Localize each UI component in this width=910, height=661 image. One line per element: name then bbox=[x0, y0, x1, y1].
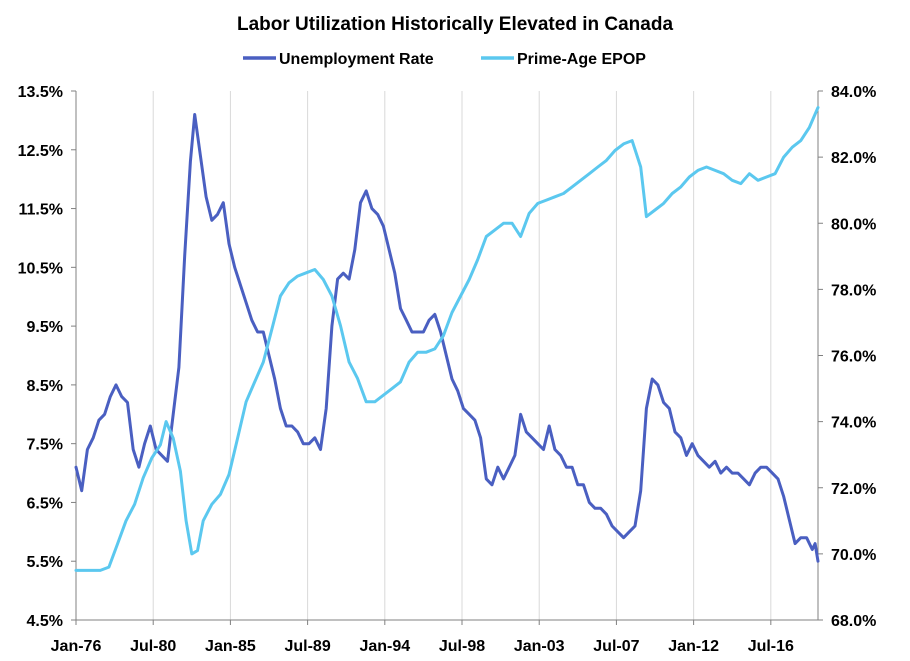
y-right-tick-label: 68.0% bbox=[831, 613, 876, 630]
y-right-tick-label: 84.0% bbox=[831, 84, 876, 101]
x-tick-label: Jul-07 bbox=[593, 638, 639, 655]
axes: Jan-76 Jul-80 Jan-85 Jul-89 Jan-94 Jul-98 Jan-… bbox=[18, 84, 877, 655]
series-line-unemployment-rate bbox=[74, 113, 820, 563]
series-line-prime-age-epop bbox=[74, 106, 820, 572]
x-tick-label: Jul-89 bbox=[284, 638, 330, 655]
y-left-tick-label: 11.5% bbox=[19, 202, 63, 219]
x-tick-label: Jul-80 bbox=[130, 638, 176, 655]
x-tick-label: Jul-16 bbox=[748, 638, 794, 655]
x-tick-label: Jan-85 bbox=[205, 638, 256, 655]
y-left-tick-label: 10.5% bbox=[18, 260, 63, 277]
y-left-tick-label: 8.5% bbox=[27, 378, 63, 395]
y-left-tick-label: 4.5% bbox=[27, 613, 63, 630]
y-right-tick-label: 74.0% bbox=[831, 415, 876, 432]
y-right-tick-label: 80.0% bbox=[831, 216, 876, 233]
legend-item-prime-age-epop: Prime-Age EPOP bbox=[481, 51, 646, 68]
y-left-tick-label: 13.5% bbox=[18, 84, 63, 101]
y-left-tick-label: 5.5% bbox=[27, 554, 63, 571]
legend-label-prime-age-epop: Prime-Age EPOP bbox=[517, 51, 646, 68]
y-right-tick-label: 72.0% bbox=[831, 481, 876, 498]
x-tick-label: Jan-12 bbox=[668, 638, 719, 655]
x-tick-label: Jul-98 bbox=[439, 638, 485, 655]
gridlines bbox=[152, 91, 772, 620]
y-right-tick-label: 78.0% bbox=[831, 282, 876, 299]
legend-label-unemployment: Unemployment Rate bbox=[279, 51, 434, 68]
legend-item-unemployment: Unemployment Rate bbox=[243, 51, 434, 68]
y-left-tick-label: 12.5% bbox=[18, 143, 63, 160]
x-tick-label: Jan-94 bbox=[359, 638, 410, 655]
y-right-tick-label: 76.0% bbox=[831, 349, 876, 366]
y-left-tick-label: 7.5% bbox=[27, 437, 63, 454]
chart-title: Labor Utilization Historically Elevated … bbox=[237, 14, 673, 35]
y-left-tick-label: 9.5% bbox=[27, 319, 63, 336]
y-right-tick-label: 70.0% bbox=[831, 547, 876, 564]
legend: Unemployment Rate Prime-Age EPOP bbox=[243, 51, 646, 68]
series-layer bbox=[74, 106, 820, 572]
y-left-tick-label: 6.5% bbox=[27, 495, 63, 512]
x-tick-label: Jan-76 bbox=[51, 638, 102, 655]
y-right-tick-label: 82.0% bbox=[831, 150, 876, 167]
x-tick-label: Jan-03 bbox=[514, 638, 565, 655]
